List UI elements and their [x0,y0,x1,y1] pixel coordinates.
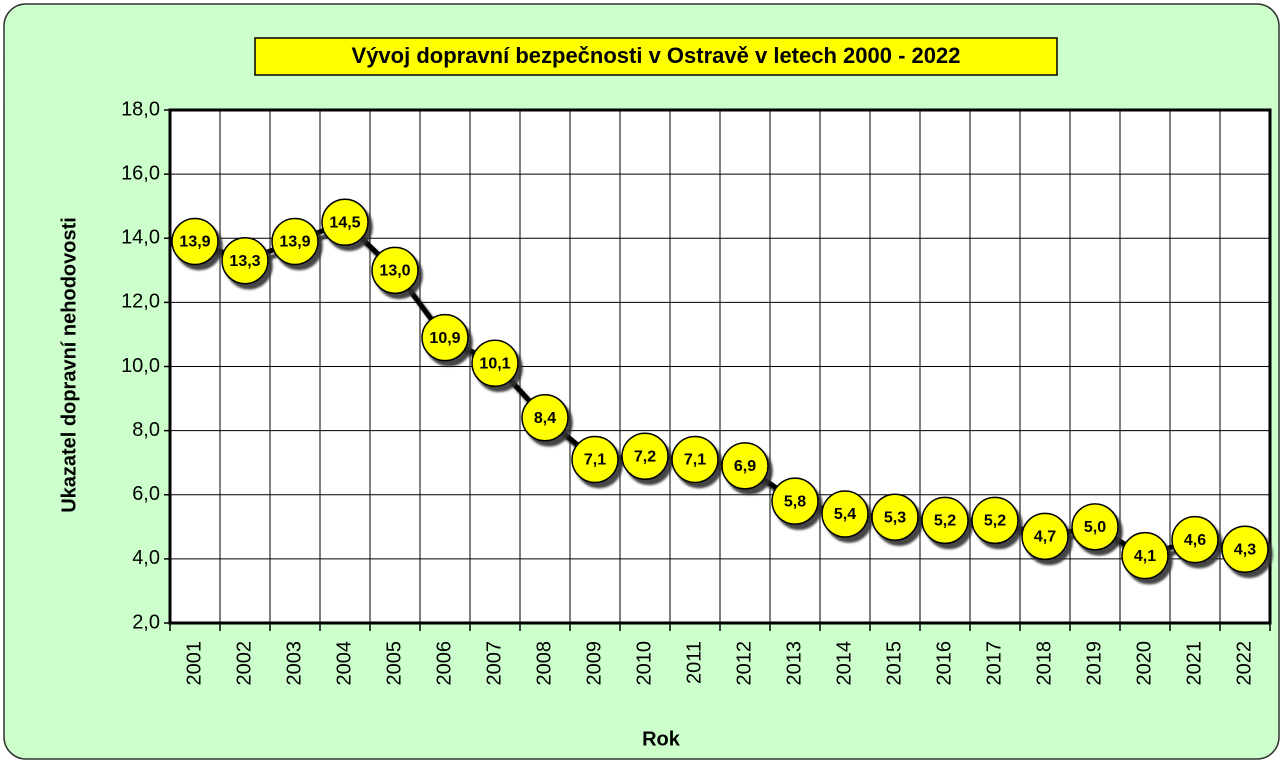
data-label: 4,1 [1134,548,1156,565]
data-point [371,246,419,295]
x-tick-label: 2006 [433,641,455,686]
data-point [971,496,1019,545]
x-tick-label: 2020 [1133,641,1155,686]
data-label: 5,8 [784,493,806,510]
data-label: 13,0 [379,263,410,280]
data-label: 4,3 [1234,541,1256,558]
y-tick-label: 12,0 [121,291,160,313]
data-label: 13,9 [279,234,310,251]
x-tick-label: 2017 [983,641,1005,686]
x-tick-label: 2014 [833,641,855,686]
data-label: 7,1 [584,452,606,469]
x-tick-label: 2002 [233,641,255,686]
y-tick-label: 16,0 [121,162,160,184]
x-tick-label: 2003 [283,641,305,686]
data-label: 4,7 [1034,529,1056,546]
data-label: 4,6 [1184,532,1206,549]
data-label: 13,3 [229,253,260,270]
x-tick-label: 2018 [1033,641,1055,686]
data-point [171,217,219,266]
x-tick-label: 2012 [733,641,755,686]
data-point [1071,503,1119,551]
x-tick-label: 2011 [683,641,705,684]
data-point [771,477,819,525]
data-label: 13,9 [179,234,210,251]
data-point [471,339,519,388]
data-label: 5,2 [984,513,1006,530]
data-point [221,236,269,285]
x-tick-label: 2016 [933,641,955,686]
x-axis-label: Rok [642,728,681,750]
data-label: 10,9 [429,330,460,347]
data-point [1021,512,1069,561]
data-label: 5,2 [934,513,956,530]
x-tick-label: 2022 [1233,641,1255,686]
x-tick-label: 2001 [183,641,205,686]
data-label: 7,2 [634,448,656,465]
y-tick-label: 14,0 [121,227,160,249]
data-label: 8,4 [534,410,556,427]
y-tick-label: 18,0 [121,98,160,120]
x-tick-label: 2019 [1083,641,1105,686]
data-point [421,313,469,362]
x-tick-label: 2010 [633,641,655,686]
y-tick-label: 10,0 [121,355,160,377]
y-tick-label: 8,0 [132,419,160,441]
x-tick-label: 2013 [783,641,805,686]
data-point [871,493,919,541]
data-point [521,394,569,442]
data-point [721,442,769,490]
data-point [921,496,969,545]
data-label: 5,3 [884,509,906,526]
x-tick-label: 2021 [1183,641,1205,686]
title-box [254,37,1058,76]
data-point [1171,515,1219,564]
data-point [821,490,869,538]
data-label: 10,1 [479,356,510,373]
data-point [271,217,319,266]
x-tick-label: 2004 [333,641,355,686]
data-line [194,219,1246,559]
y-axis-label: Ukazatel dopravní nehodovosti [58,217,80,513]
x-tick-label: 2008 [533,641,555,686]
x-tick-label: 2005 [383,641,405,686]
y-tick-label: 6,0 [132,483,160,505]
data-point [1221,525,1269,574]
data-label: 14,5 [329,214,360,231]
data-point [571,435,619,484]
data-label: 6,9 [734,458,756,475]
y-tick-label: 4,0 [132,547,160,569]
x-tick-label: 2007 [483,641,505,686]
chart-title: Vývoj dopravní bezpečnosti v Ostravě v l… [352,43,961,68]
y-tick-label: 2,0 [132,611,160,633]
data-label: 5,4 [834,506,856,523]
data-point [671,435,719,484]
data-point [621,432,669,481]
data-label: 5,0 [1084,519,1106,536]
data-point [321,198,369,246]
data-point [1121,531,1169,580]
x-tick-label: 2015 [883,641,905,686]
data-label: 7,1 [684,452,706,469]
x-tick-label: 2009 [583,641,605,686]
